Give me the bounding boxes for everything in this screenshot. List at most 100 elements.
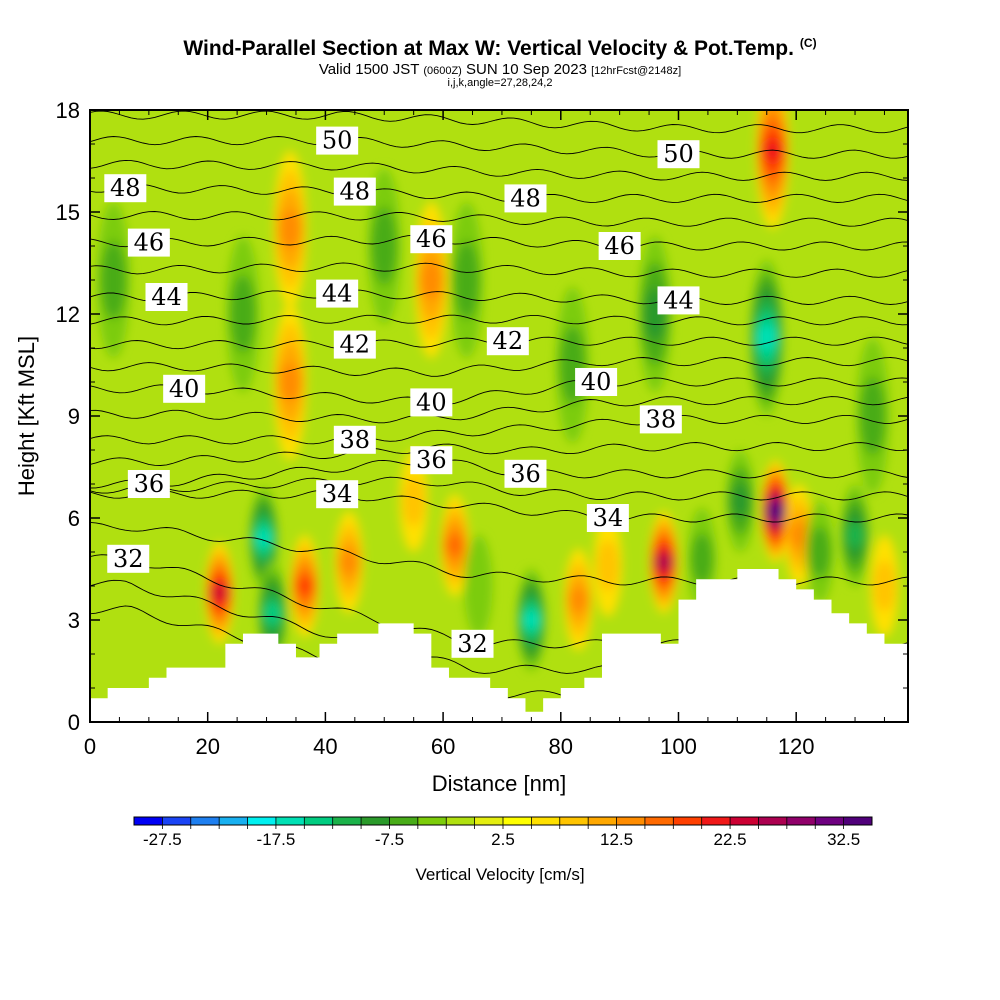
contour-label-text: 36 xyxy=(416,446,447,474)
colorbar-swatch xyxy=(559,817,589,825)
contour-label-text: 34 xyxy=(322,480,353,508)
velocity-cell xyxy=(367,167,401,325)
theta-contour-line xyxy=(90,396,908,424)
contour-label-text: 34 xyxy=(593,504,624,532)
theta-contour-label: 46 xyxy=(410,225,453,254)
contour-label-text: 38 xyxy=(646,405,677,433)
contour-label-box xyxy=(410,225,453,254)
contour-label-text: 48 xyxy=(110,174,141,202)
contour-label-box xyxy=(333,177,376,206)
theta-contour-label: 42 xyxy=(333,330,376,359)
velocity-isoband xyxy=(339,549,359,575)
velocity-isoband xyxy=(859,376,886,456)
forecast-info: [12hrFcst@2148z] xyxy=(591,65,682,77)
colorbar-swatch xyxy=(219,817,249,825)
contour-label-box xyxy=(657,140,700,169)
velocity-cell xyxy=(756,110,790,229)
velocity-isoband xyxy=(210,586,229,600)
valid-prefix: Valid 1500 JST xyxy=(318,61,420,78)
contour-label-box xyxy=(107,544,150,573)
theta-contour-label: 48 xyxy=(104,174,147,203)
y-axis-label: Height [Kft MSL] xyxy=(14,336,39,496)
contour-label-text: 38 xyxy=(340,426,371,454)
velocity-field xyxy=(97,110,899,671)
theta-contour-label: 46 xyxy=(598,232,641,260)
velocity-cell xyxy=(870,535,899,637)
velocity-isoband xyxy=(371,206,398,286)
velocity-isoband xyxy=(230,274,256,354)
terrain xyxy=(90,569,908,722)
theta-contour-line xyxy=(90,377,908,405)
velocity-isoband xyxy=(845,522,865,548)
valid-date: SUN 10 Sep 2023 xyxy=(466,61,587,78)
theta-contour-label: 46 xyxy=(127,228,170,257)
contour-label-box xyxy=(333,425,376,454)
velocity-cell xyxy=(556,286,590,444)
colorbar-swatch xyxy=(474,817,504,825)
colorbar-swatch xyxy=(673,817,703,825)
colorbar-swatch xyxy=(389,817,419,825)
theta-contour-line xyxy=(90,459,908,489)
theta-contour-label: 44 xyxy=(145,283,188,311)
contour-label-box xyxy=(639,405,682,434)
colorbar-tick-label: 12.5 xyxy=(600,830,633,849)
y-tick-label: 9 xyxy=(68,404,80,429)
contour-label-text: 32 xyxy=(113,545,144,573)
theta-contour-label: 44 xyxy=(316,279,359,308)
velocity-cell xyxy=(593,514,622,617)
colorbar-swatch xyxy=(531,817,561,825)
y-tick-label: 0 xyxy=(68,710,80,735)
colorbar-tick-label: 32.5 xyxy=(827,830,860,849)
velocity-cell xyxy=(856,337,890,495)
colorbar-swatch xyxy=(134,817,163,825)
velocity-isoband xyxy=(691,533,713,585)
velocity-cell xyxy=(564,548,593,651)
colorbar-swatch xyxy=(730,817,759,825)
contour-label-box xyxy=(127,470,170,498)
contour-label-box xyxy=(316,279,359,308)
velocity-isoband xyxy=(464,535,493,637)
contour-label-text: 44 xyxy=(322,280,353,308)
contour-label-text: 50 xyxy=(322,127,353,155)
velocity-cell xyxy=(226,235,260,393)
theta-contour-line xyxy=(90,159,908,181)
x-tick-label: 40 xyxy=(313,734,337,759)
theta-contour-line xyxy=(90,211,908,227)
theta-contour-line xyxy=(90,476,908,501)
velocity-isoband xyxy=(767,505,784,518)
contour-label-box xyxy=(486,327,529,356)
colorbar-tick-label: 2.5 xyxy=(491,830,515,849)
contour-label-box xyxy=(410,388,453,417)
velocity-isoband xyxy=(254,529,273,547)
velocity-isoband xyxy=(873,560,896,612)
theta-contour-label: 50 xyxy=(316,126,359,155)
y-tick-label: 18 xyxy=(56,98,80,123)
colorbar-swatch xyxy=(503,817,532,825)
contour-label-box xyxy=(586,504,629,532)
velocity-cell xyxy=(649,511,678,614)
chart-subtitle: Valid 1500 JST (0600Z) SUN 10 Sep 2023 [… xyxy=(0,61,1000,78)
velocity-cell xyxy=(450,201,484,359)
contour-label-box xyxy=(163,374,206,403)
y-tick-label: 15 xyxy=(56,200,80,225)
velocity-cell xyxy=(205,541,234,644)
contour-label-box xyxy=(333,330,376,359)
contour-label-box xyxy=(316,126,359,155)
theta-contour-label: 38 xyxy=(639,405,682,434)
velocity-cell xyxy=(290,535,319,637)
velocity-cell xyxy=(517,569,546,671)
chart-title-main: Wind-Parallel Section at Max W: Vertical… xyxy=(183,37,794,60)
colorbar-swatch xyxy=(361,817,390,825)
contour-label-text: 50 xyxy=(663,140,694,168)
contour-label-text: 40 xyxy=(416,388,447,416)
colorbar-swatch xyxy=(417,817,447,825)
contour-label-text: 46 xyxy=(416,225,447,253)
velocity-cell xyxy=(726,450,755,552)
contour-label-box xyxy=(104,174,147,203)
theta-contour-line xyxy=(90,136,908,159)
theta-contour-label: 34 xyxy=(316,480,359,509)
plot-area: 32 32 34 34 36 36 36 38 38 40 40 40 42 42 44 44 44 46 46 46… xyxy=(90,110,908,722)
colorbar-tick-label: -7.5 xyxy=(375,830,404,849)
